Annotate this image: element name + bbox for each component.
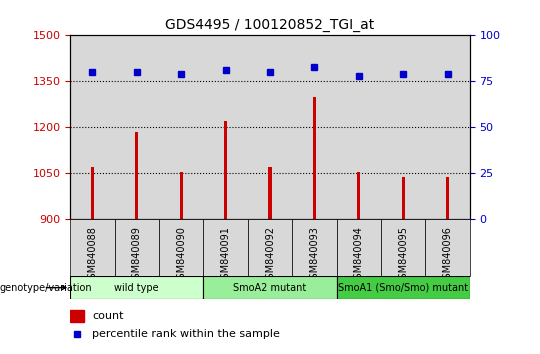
FancyBboxPatch shape <box>248 219 292 276</box>
Text: SmoA2 mutant: SmoA2 mutant <box>233 282 307 293</box>
FancyBboxPatch shape <box>70 276 204 299</box>
FancyBboxPatch shape <box>114 219 159 276</box>
Text: GSM840090: GSM840090 <box>176 226 186 285</box>
Text: GSM840088: GSM840088 <box>87 226 97 285</box>
FancyBboxPatch shape <box>292 219 336 276</box>
FancyBboxPatch shape <box>204 219 248 276</box>
Bar <box>336 35 381 219</box>
FancyBboxPatch shape <box>336 276 470 299</box>
FancyBboxPatch shape <box>70 219 114 276</box>
Text: GSM840096: GSM840096 <box>443 226 453 285</box>
Bar <box>204 35 248 219</box>
Text: GSM840091: GSM840091 <box>221 226 231 285</box>
Bar <box>402 177 405 219</box>
FancyBboxPatch shape <box>204 276 336 299</box>
Text: GSM840092: GSM840092 <box>265 226 275 285</box>
Bar <box>135 132 138 219</box>
Bar <box>446 177 449 219</box>
Text: wild type: wild type <box>114 282 159 293</box>
FancyBboxPatch shape <box>336 219 381 276</box>
Bar <box>313 97 316 219</box>
Text: percentile rank within the sample: percentile rank within the sample <box>92 329 280 339</box>
Text: SmoA1 (Smo/Smo) mutant: SmoA1 (Smo/Smo) mutant <box>338 282 468 293</box>
Text: genotype/variation: genotype/variation <box>0 282 93 293</box>
Bar <box>357 172 360 219</box>
Bar <box>114 35 159 219</box>
Bar <box>292 35 336 219</box>
FancyBboxPatch shape <box>381 219 426 276</box>
FancyBboxPatch shape <box>159 219 204 276</box>
FancyBboxPatch shape <box>426 219 470 276</box>
Text: GSM840089: GSM840089 <box>132 226 142 285</box>
Title: GDS4495 / 100120852_TGI_at: GDS4495 / 100120852_TGI_at <box>165 18 375 32</box>
Bar <box>70 310 84 322</box>
Bar <box>224 121 227 219</box>
Bar <box>248 35 292 219</box>
Bar <box>268 167 272 219</box>
Bar <box>70 35 114 219</box>
Bar <box>91 167 94 219</box>
Bar <box>381 35 426 219</box>
Bar <box>159 35 204 219</box>
Text: count: count <box>92 311 124 321</box>
Text: GSM840093: GSM840093 <box>309 226 319 285</box>
Bar <box>426 35 470 219</box>
Text: GSM840094: GSM840094 <box>354 226 364 285</box>
Text: GSM840095: GSM840095 <box>398 226 408 285</box>
Bar <box>180 172 183 219</box>
